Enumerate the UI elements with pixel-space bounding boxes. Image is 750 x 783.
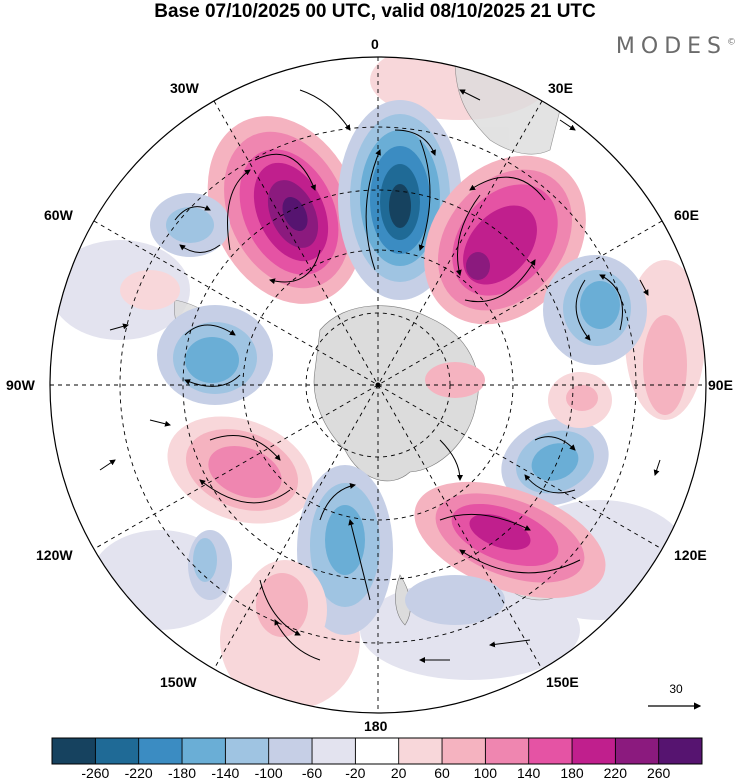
modes-logo: MODES© bbox=[616, 34, 736, 59]
reference-vector-label: 30 bbox=[669, 682, 683, 696]
label-lon-90e: 90E bbox=[708, 377, 733, 393]
colorbar-tick-label: 100 bbox=[473, 765, 497, 781]
colorbar-tick-label: 220 bbox=[603, 765, 627, 781]
positive-anomaly-northeast bbox=[424, 155, 586, 325]
label-lon-150e: 150E bbox=[546, 674, 579, 690]
colorbar-tick-label: -60 bbox=[301, 765, 323, 781]
colorbar-tick-label: -180 bbox=[167, 765, 197, 781]
colorbar-swatch bbox=[268, 737, 313, 765]
colorbar-tick-label: -140 bbox=[211, 765, 240, 781]
colorbar-tick-label: 180 bbox=[560, 765, 584, 781]
brand-name: MODES bbox=[615, 34, 727, 59]
label-lon-60e: 60E bbox=[674, 207, 699, 223]
colorbar-tick-label: -100 bbox=[254, 765, 283, 781]
colorbar-tick-label: 60 bbox=[434, 765, 450, 781]
colorbar-swatch bbox=[354, 737, 400, 765]
colorbar-tick-label: 20 bbox=[390, 765, 407, 781]
colorbar-tick-label: -20 bbox=[345, 765, 366, 781]
wind-vectors bbox=[99, 89, 661, 663]
colorbar-swatch bbox=[224, 737, 270, 765]
negative-anomaly-90w bbox=[157, 305, 273, 405]
map-border bbox=[49, 56, 707, 714]
pole-marker bbox=[375, 382, 381, 388]
colorbar-swatch bbox=[614, 737, 660, 765]
colorbar-swatch bbox=[571, 737, 616, 765]
colorbar-swatch bbox=[311, 737, 356, 765]
label-lon-60w: 60W bbox=[44, 207, 73, 223]
negative-anomaly-60e bbox=[543, 255, 647, 365]
colorbar-swatch bbox=[181, 737, 226, 765]
colorbar-swatch bbox=[441, 737, 486, 765]
label-lon-180: 180 bbox=[364, 718, 388, 734]
colorbar-swatch bbox=[484, 737, 530, 765]
label-lon-150w: 150W bbox=[160, 674, 197, 690]
positive-anomaly-90e bbox=[425, 315, 687, 428]
positive-anomaly-northwest bbox=[207, 116, 363, 304]
label-lon-120e: 120E bbox=[674, 547, 707, 563]
negative-anomaly-60w bbox=[150, 193, 230, 257]
label-lon-90w: 90W bbox=[6, 377, 35, 393]
positive-anomaly-150w bbox=[243, 560, 327, 660]
label-lon-0: 0 bbox=[371, 36, 379, 52]
colorbar-swatch bbox=[94, 737, 140, 765]
colorbar-tick-label: 260 bbox=[646, 765, 671, 781]
colorbar-swatch bbox=[658, 737, 703, 765]
colorbar bbox=[51, 737, 703, 765]
colorbar-tick-label: 140 bbox=[516, 765, 541, 781]
label-lon-30w: 30W bbox=[170, 80, 199, 96]
brand-registered-mark: © bbox=[727, 37, 736, 48]
map-title: Base 07/10/2025 00 UTC, valid 08/10/2025… bbox=[154, 1, 596, 22]
colorbar-swatch bbox=[51, 737, 96, 765]
colorbar-tick-label: -220 bbox=[124, 765, 153, 781]
label-lon-30e: 30E bbox=[548, 80, 573, 96]
colorbar-swatch bbox=[138, 737, 183, 765]
label-lon-120w: 120W bbox=[36, 547, 73, 563]
colorbar-tick-label: -260 bbox=[81, 765, 110, 781]
colorbar-swatch bbox=[528, 737, 573, 765]
colorbar-swatch bbox=[398, 737, 443, 765]
